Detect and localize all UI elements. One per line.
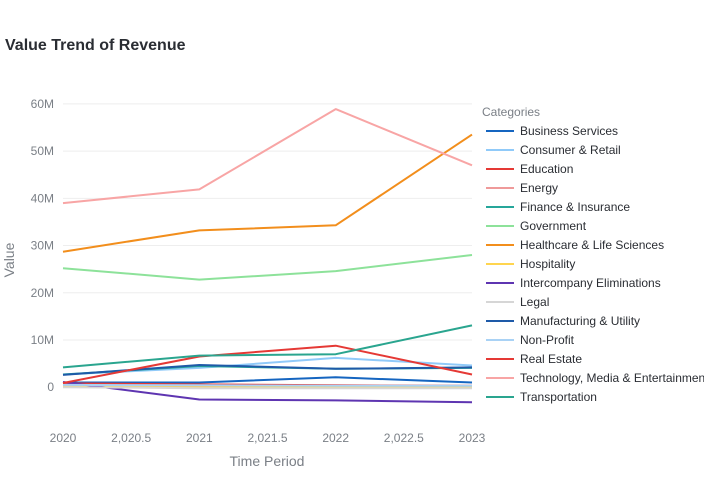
series-lines bbox=[62, 108, 473, 404]
x-tick-label: 2,020.5 bbox=[111, 431, 151, 445]
x-tick-label: 2021 bbox=[186, 431, 213, 445]
y-axis-ticks: 0 10M 20M 30M 40M 50M 60M bbox=[31, 97, 55, 394]
legend-label: Hospitality bbox=[520, 257, 575, 271]
x-tick-label: 2,022.5 bbox=[384, 431, 424, 445]
x-tick-label: 2020 bbox=[50, 431, 77, 445]
x-tick-label: 2023 bbox=[459, 431, 486, 445]
legend-label: Legal bbox=[520, 295, 549, 309]
series-line-real-estate bbox=[62, 344, 473, 384]
gridlines bbox=[63, 103, 472, 388]
legend-item-energy[interactable]: Energy bbox=[486, 181, 558, 195]
legend-item-non-profit[interactable]: Non-Profit bbox=[486, 333, 575, 347]
legend-label: Energy bbox=[520, 181, 558, 195]
legend-title: Categories bbox=[482, 105, 540, 119]
series-line-healthcare-life-sciences bbox=[62, 133, 473, 253]
y-tick-label: 0 bbox=[47, 380, 54, 394]
legend-label: Business Services bbox=[520, 124, 618, 138]
y-tick-label: 20M bbox=[31, 286, 54, 300]
legend-label: Healthcare & Life Sciences bbox=[520, 238, 664, 252]
legend-item-legal[interactable]: Legal bbox=[486, 295, 549, 309]
legend-label: Finance & Insurance bbox=[520, 200, 630, 214]
legend-item-healthcare-life-sciences[interactable]: Healthcare & Life Sciences bbox=[486, 238, 664, 252]
legend-label: Transportation bbox=[520, 390, 597, 404]
x-tick-label: 2,021.5 bbox=[247, 431, 287, 445]
legend-item-consumer-retail[interactable]: Consumer & Retail bbox=[486, 143, 621, 157]
legend-label: Non-Profit bbox=[520, 333, 575, 347]
legend-label: Technology, Media & Entertainment bbox=[520, 371, 704, 385]
y-tick-label: 50M bbox=[31, 144, 54, 158]
legend-item-government[interactable]: Government bbox=[486, 219, 587, 233]
series-line-intercompany-eliminations bbox=[62, 381, 473, 404]
y-tick-label: 40M bbox=[31, 191, 54, 205]
legend-item-technology-media-entertainment[interactable]: Technology, Media & Entertainment bbox=[486, 371, 704, 385]
y-axis-title: Value bbox=[1, 242, 17, 277]
legend-item-transportation[interactable]: Transportation bbox=[486, 390, 597, 404]
legend-item-manufacturing-utility[interactable]: Manufacturing & Utility bbox=[486, 314, 640, 328]
y-tick-label: 30M bbox=[31, 239, 54, 253]
legend-item-real-estate[interactable]: Real Estate bbox=[486, 352, 582, 366]
legend-item-business-services[interactable]: Business Services bbox=[486, 124, 618, 138]
legend-item-hospitality[interactable]: Hospitality bbox=[486, 257, 575, 271]
series-line-manufacturing-utility bbox=[62, 364, 473, 376]
legend-label: Manufacturing & Utility bbox=[520, 314, 640, 328]
y-tick-label: 10M bbox=[31, 333, 54, 347]
legend-items: Business Services Consumer & Retail Educat… bbox=[486, 124, 704, 404]
legend-label: Real Estate bbox=[520, 352, 582, 366]
y-tick-label: 60M bbox=[31, 97, 54, 111]
series-line-transportation bbox=[62, 324, 473, 369]
x-axis-title: Time Period bbox=[230, 453, 305, 469]
series-line-business-services bbox=[63, 376, 473, 384]
series-line-technology-media-entertainment bbox=[62, 108, 473, 205]
legend-label: Intercompany Eliminations bbox=[520, 276, 661, 290]
legend-label: Consumer & Retail bbox=[520, 143, 621, 157]
legend-item-education[interactable]: Education bbox=[486, 162, 573, 176]
x-tick-label: 2022 bbox=[322, 431, 349, 445]
chart-title: Value Trend of Revenue bbox=[5, 37, 186, 54]
legend-item-finance-insurance[interactable]: Finance & Insurance bbox=[486, 200, 630, 214]
legend: Categories Business Services Consumer & R… bbox=[482, 105, 704, 404]
series-line-non-profit bbox=[62, 383, 472, 387]
series-line-legal bbox=[62, 386, 472, 390]
x-axis-ticks: 2020 2,020.5 2021 2,021.5 2022 2,022.5 2023 bbox=[50, 431, 486, 445]
series-line-government bbox=[62, 254, 473, 281]
legend-item-intercompany-eliminations[interactable]: Intercompany Eliminations bbox=[486, 276, 661, 290]
legend-label: Education bbox=[520, 162, 573, 176]
legend-label: Government bbox=[520, 219, 587, 233]
